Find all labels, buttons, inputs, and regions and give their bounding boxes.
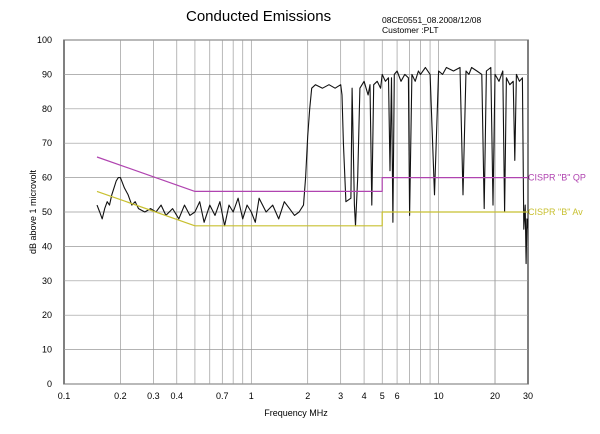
y-tick-label: 0 <box>47 379 52 389</box>
customer-label: Customer :PLT <box>382 25 439 35</box>
y-axis-ticks: 0 10 20 30 40 50 60 70 80 90 100 <box>37 35 52 389</box>
x-tick-label: 30 <box>523 391 533 401</box>
y-tick-label: 70 <box>42 138 52 148</box>
cispr-b-qp-label: CISPR "B" QP <box>528 173 586 183</box>
y-tick-label: 20 <box>42 310 52 320</box>
x-tick-label: 3 <box>338 391 343 401</box>
x-tick-label: 6 <box>395 391 400 401</box>
x-tick-label: 0.2 <box>114 391 127 401</box>
x-tick-label: 10 <box>434 391 444 401</box>
x-axis-title: Frequency MHz <box>264 408 328 418</box>
grid-lines <box>64 39 528 385</box>
y-tick-label: 60 <box>42 173 52 183</box>
x-tick-label: 5 <box>380 391 385 401</box>
y-tick-label: 40 <box>42 241 52 251</box>
measured-emissions-line <box>96 66 529 265</box>
x-tick-label: 20 <box>490 391 500 401</box>
cispr-b-qp-limit-line <box>96 156 528 192</box>
x-tick-label: 2 <box>305 391 310 401</box>
report-reference: 08CE0551_08.2008/12/08 <box>382 15 482 25</box>
x-tick-label: 0.7 <box>216 391 229 401</box>
x-tick-label: 0.1 <box>58 391 71 401</box>
series-layer <box>96 66 529 265</box>
x-axis-ticks: 0.1 0.2 0.3 0.4 0.7 1 2 3 4 5 6 10 20 30 <box>58 391 533 401</box>
x-tick-label: 0.3 <box>147 391 160 401</box>
limit-labels: CISPR "B" QP CISPR "B" Av <box>528 173 586 217</box>
y-tick-label: 80 <box>42 104 52 114</box>
y-tick-label: 30 <box>42 276 52 286</box>
chart-title: Conducted Emissions <box>186 8 332 25</box>
y-tick-label: 50 <box>42 207 52 217</box>
cispr-b-av-label: CISPR "B" Av <box>528 207 583 217</box>
x-tick-label: 0.4 <box>171 391 184 401</box>
y-axis-title: dB above 1 microvolt <box>28 169 38 254</box>
cispr-b-av-limit-line <box>96 190 528 227</box>
x-tick-label: 4 <box>362 391 367 401</box>
y-tick-label: 100 <box>37 35 52 45</box>
y-tick-label: 90 <box>42 69 52 79</box>
x-tick-label: 1 <box>249 391 254 401</box>
y-tick-label: 10 <box>42 345 52 355</box>
